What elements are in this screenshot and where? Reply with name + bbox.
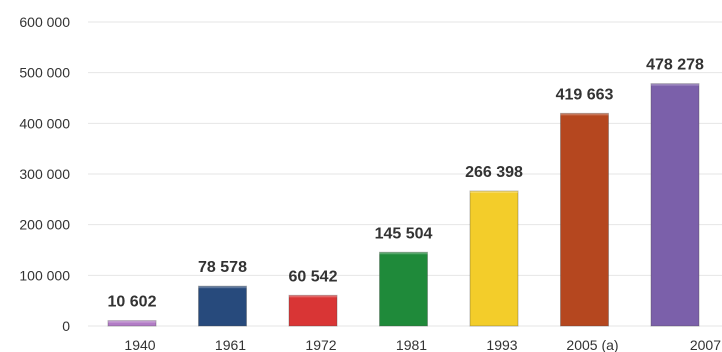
x-tick-label: 1961 bbox=[215, 337, 246, 352]
x-axis-labels: 1940 1961 1972 1981 1993 2005 (a) 2007 bbox=[124, 337, 721, 352]
bar-highlight bbox=[470, 191, 518, 194]
bar-highlight bbox=[379, 252, 428, 255]
gridlines bbox=[88, 21, 722, 327]
y-tick-label: 0 bbox=[62, 318, 70, 334]
bar bbox=[198, 285, 247, 327]
bar-rect bbox=[198, 285, 247, 327]
data-labels: 10 602 78 578 60 542 145 504 266 398 419 663 4… bbox=[108, 57, 704, 311]
data-label: 145 504 bbox=[375, 225, 433, 242]
data-label: 266 398 bbox=[465, 164, 523, 181]
bar bbox=[469, 190, 519, 327]
bar-rect bbox=[288, 294, 338, 327]
x-tick-label: 2007 bbox=[690, 337, 721, 352]
data-label: 60 542 bbox=[289, 268, 338, 285]
y-tick-label: 200 000 bbox=[19, 217, 70, 233]
data-label: 419 663 bbox=[556, 86, 614, 103]
x-tick-label: 1981 bbox=[396, 337, 427, 352]
bar-rect bbox=[469, 190, 519, 327]
x-tick-label: 1972 bbox=[305, 337, 336, 352]
bar bbox=[107, 320, 157, 327]
bar-highlight bbox=[198, 286, 247, 289]
x-tick-label: 1940 bbox=[124, 337, 155, 352]
y-tick-label: 500 000 bbox=[19, 65, 70, 81]
y-tick-label: 100 000 bbox=[19, 267, 70, 283]
y-axis-ticks: 0 100 000 200 000 300 000 400 000 500 000 600 … bbox=[19, 14, 70, 334]
bar-highlight bbox=[108, 320, 156, 323]
data-label: 78 578 bbox=[198, 259, 247, 276]
x-tick-label: 2005 (a) bbox=[566, 337, 618, 352]
bar bbox=[560, 112, 609, 327]
bar-highlight bbox=[289, 295, 337, 298]
bar bbox=[379, 251, 428, 327]
bar-rect bbox=[560, 112, 609, 327]
bars bbox=[107, 83, 700, 327]
bar-highlight bbox=[651, 83, 699, 86]
bar-rect bbox=[650, 83, 700, 327]
bar-rect bbox=[107, 320, 157, 327]
y-tick-label: 600 000 bbox=[19, 14, 70, 30]
bar-highlight bbox=[560, 113, 609, 116]
data-label: 10 602 bbox=[108, 294, 157, 311]
bar bbox=[650, 83, 700, 327]
y-tick-label: 300 000 bbox=[19, 166, 70, 182]
bar-rect bbox=[379, 251, 428, 327]
x-tick-label: 1993 bbox=[486, 337, 517, 352]
data-label: 478 278 bbox=[646, 57, 704, 74]
y-tick-label: 400 000 bbox=[19, 115, 70, 131]
bar bbox=[288, 294, 338, 327]
